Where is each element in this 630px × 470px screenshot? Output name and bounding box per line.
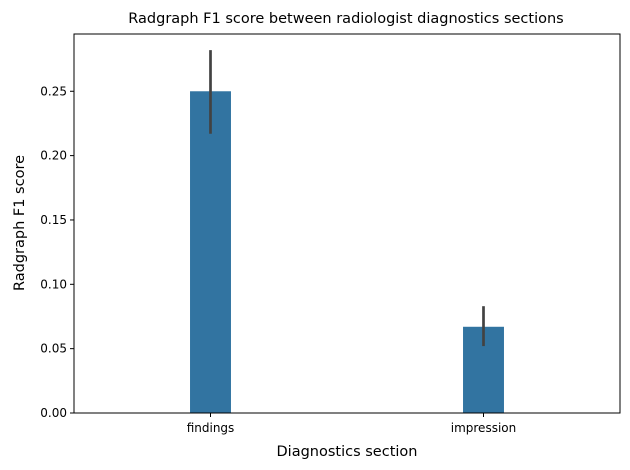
plot-area: 0.00 0.05 0.10 0.15 0.20 0.25 findings impressi… xyxy=(40,33,621,435)
y-tick-label: 0.00 xyxy=(40,406,67,420)
y-tick-label: 0.20 xyxy=(40,149,67,163)
y-tick-label: 0.15 xyxy=(40,213,67,227)
y-axis-title: Radgraph F1 score xyxy=(12,155,28,291)
x-tick-label-findings: findings xyxy=(187,421,235,435)
chart-title: Radgraph F1 score between radiologist di… xyxy=(128,11,563,27)
y-tick-label: 0.05 xyxy=(40,342,67,356)
y-tick-label: 0.25 xyxy=(40,84,67,98)
bar-findings xyxy=(190,91,231,413)
plot-frame xyxy=(73,33,621,414)
x-axis-title: Diagnostics section xyxy=(277,444,418,460)
x-tick-label-impression: impression xyxy=(451,421,516,435)
y-tick-label: 0.10 xyxy=(40,277,67,291)
